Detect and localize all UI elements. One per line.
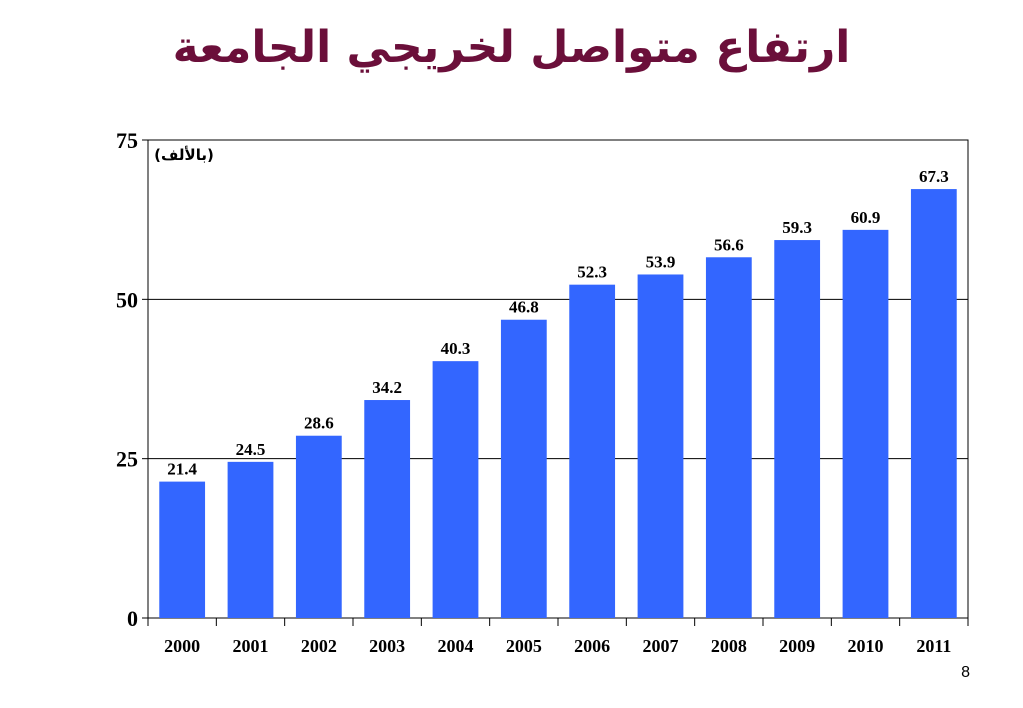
x-tick-label: 2010 bbox=[848, 636, 884, 656]
data-label: 60.9 bbox=[851, 208, 881, 227]
data-label: 56.6 bbox=[714, 235, 744, 254]
bars bbox=[159, 189, 957, 619]
data-label: 40.3 bbox=[441, 339, 471, 358]
slide-title: ارتفاع متواصل لخريجي الجامعة bbox=[172, 22, 851, 73]
data-label: 24.5 bbox=[236, 440, 266, 459]
x-tick-label: 2000 bbox=[164, 636, 200, 656]
page-number: 8 bbox=[961, 664, 970, 681]
unit-note: (بالألف) bbox=[154, 146, 214, 164]
data-label: 67.3 bbox=[919, 167, 949, 186]
x-tick-label: 2005 bbox=[506, 636, 542, 656]
bar bbox=[159, 481, 206, 618]
x-tick-label: 2001 bbox=[233, 636, 269, 656]
bar bbox=[295, 435, 342, 618]
y-tick-label: 0 bbox=[127, 606, 138, 631]
y-tick-label: 25 bbox=[116, 447, 138, 472]
data-label: 34.2 bbox=[372, 378, 402, 397]
bar bbox=[910, 189, 957, 619]
data-label: 59.3 bbox=[782, 218, 812, 237]
x-tick-label: 2009 bbox=[779, 636, 815, 656]
x-tick-label: 2008 bbox=[711, 636, 747, 656]
data-label: 53.9 bbox=[646, 252, 676, 271]
bar bbox=[569, 284, 616, 618]
bar bbox=[432, 361, 479, 618]
bar bbox=[842, 229, 889, 618]
x-tick-label: 2007 bbox=[643, 636, 679, 656]
gridlines bbox=[148, 298, 968, 460]
x-tick-label: 2002 bbox=[301, 636, 337, 656]
bar bbox=[637, 274, 684, 618]
data-label: 52.3 bbox=[577, 263, 607, 282]
x-tick-label: 2011 bbox=[916, 636, 951, 656]
bar bbox=[227, 461, 274, 618]
data-label: 46.8 bbox=[509, 298, 539, 317]
y-tick-label: 75 bbox=[116, 128, 138, 153]
x-tick-label: 2003 bbox=[369, 636, 405, 656]
bar bbox=[774, 240, 821, 618]
plot-area bbox=[147, 139, 969, 619]
axes bbox=[142, 139, 969, 626]
data-label: 28.6 bbox=[304, 414, 334, 433]
bar bbox=[364, 400, 411, 618]
bar bbox=[705, 257, 752, 618]
x-tick-label: 2004 bbox=[438, 636, 474, 656]
labels: 0 25 50 75 21.4 2000 24.5 2001 28.6 2002 34.2 2003 4… bbox=[116, 128, 951, 656]
bar bbox=[500, 319, 547, 618]
data-label: 21.4 bbox=[167, 460, 197, 479]
y-tick-label: 50 bbox=[116, 287, 138, 312]
x-tick-label: 2006 bbox=[574, 636, 610, 656]
